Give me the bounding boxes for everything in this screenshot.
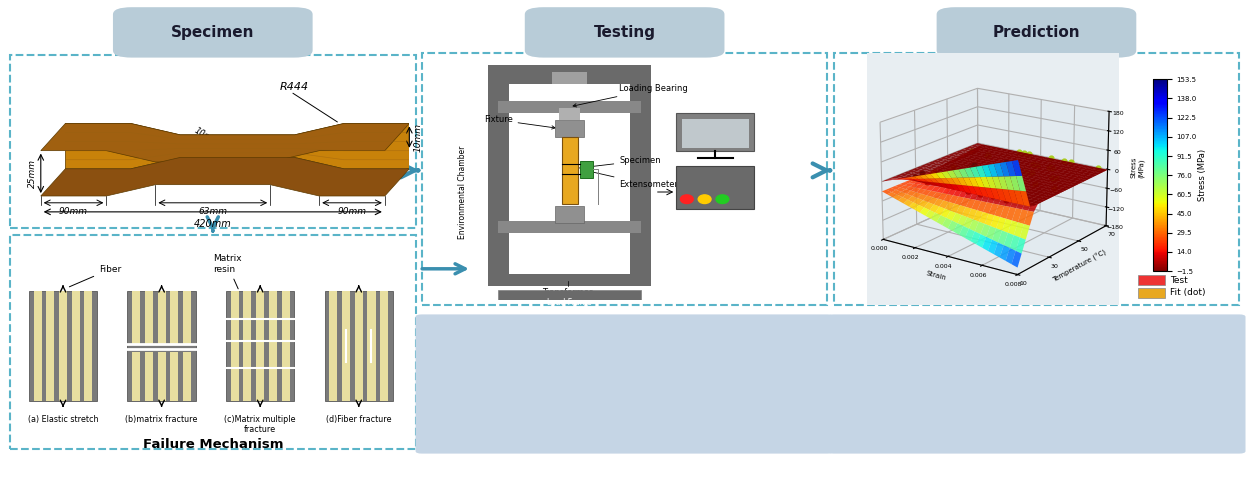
Y-axis label: Temperature (°C): Temperature (°C) bbox=[1052, 249, 1108, 284]
Bar bbox=[552, 72, 588, 84]
Text: 10mm: 10mm bbox=[192, 126, 220, 148]
Bar bbox=[268, 291, 277, 401]
Bar bbox=[498, 221, 640, 233]
Bar bbox=[282, 291, 290, 401]
Bar bbox=[71, 291, 80, 401]
Text: 90mm: 90mm bbox=[337, 207, 367, 216]
Text: R444: R444 bbox=[280, 82, 310, 92]
Bar bbox=[342, 291, 351, 401]
Bar bbox=[132, 291, 140, 344]
Bar bbox=[559, 108, 580, 120]
Bar bbox=[34, 291, 41, 401]
Bar bbox=[488, 65, 651, 84]
Text: Fiber: Fiber bbox=[70, 265, 121, 287]
Text: Load Frame: Load Frame bbox=[547, 298, 592, 307]
Bar bbox=[563, 137, 578, 204]
Text: Prediction: Prediction bbox=[992, 25, 1081, 40]
Text: 25mm: 25mm bbox=[27, 159, 36, 188]
Bar bbox=[46, 291, 55, 401]
FancyBboxPatch shape bbox=[936, 7, 1137, 58]
Bar bbox=[243, 291, 252, 401]
Bar bbox=[329, 291, 337, 401]
Text: Fixture: Fixture bbox=[484, 116, 555, 129]
Text: 90mm: 90mm bbox=[59, 207, 89, 216]
FancyBboxPatch shape bbox=[416, 314, 834, 454]
Bar bbox=[676, 113, 754, 151]
Bar bbox=[183, 351, 191, 401]
FancyBboxPatch shape bbox=[114, 7, 312, 58]
Text: (a) Elastic stretch: (a) Elastic stretch bbox=[27, 415, 99, 424]
Bar bbox=[367, 291, 376, 401]
Text: Specimen: Specimen bbox=[171, 25, 255, 40]
Text: Transformer: Transformer bbox=[543, 288, 593, 297]
Bar bbox=[498, 101, 640, 113]
Circle shape bbox=[716, 195, 729, 204]
Bar bbox=[1138, 276, 1166, 286]
Text: (d)Fiber fracture: (d)Fiber fracture bbox=[326, 415, 392, 424]
Text: 420mm: 420mm bbox=[193, 219, 232, 228]
Text: Results of testing and predicting: Results of testing and predicting bbox=[914, 380, 1159, 393]
Bar bbox=[170, 291, 178, 344]
Bar bbox=[580, 161, 593, 178]
Text: Specimen: Specimen bbox=[563, 156, 661, 171]
Bar bbox=[226, 291, 295, 401]
Bar bbox=[488, 274, 651, 286]
Bar bbox=[231, 291, 238, 401]
Text: Matrix
resin: Matrix resin bbox=[212, 254, 241, 289]
Text: Environmental Chamber: Environmental Chamber bbox=[458, 145, 467, 239]
Bar bbox=[676, 166, 754, 209]
Bar bbox=[381, 291, 388, 401]
Bar bbox=[170, 351, 178, 401]
Text: 10 °C - 70 °C: 10 °C - 70 °C bbox=[570, 393, 679, 408]
Bar bbox=[127, 291, 196, 401]
Text: 10mm: 10mm bbox=[413, 122, 422, 152]
Bar bbox=[132, 351, 140, 401]
Bar bbox=[85, 291, 92, 401]
Text: Fit (dot): Fit (dot) bbox=[1171, 288, 1206, 298]
Bar bbox=[681, 119, 749, 148]
Bar bbox=[555, 120, 584, 137]
Bar bbox=[157, 351, 166, 401]
Bar bbox=[145, 351, 154, 401]
Bar bbox=[59, 291, 67, 401]
Circle shape bbox=[680, 195, 693, 204]
Text: 63mm: 63mm bbox=[198, 207, 227, 216]
Text: Testing: Testing bbox=[594, 25, 655, 40]
Text: Temperature variable level: Temperature variable level bbox=[530, 351, 719, 364]
Text: Failure Mechanism: Failure Mechanism bbox=[142, 437, 283, 451]
Bar bbox=[145, 291, 154, 344]
Bar bbox=[555, 206, 584, 223]
Bar bbox=[256, 291, 265, 401]
Circle shape bbox=[698, 195, 711, 204]
Bar bbox=[324, 291, 393, 401]
Bar bbox=[10, 55, 416, 228]
Bar bbox=[1138, 288, 1166, 298]
Text: Extensometer: Extensometer bbox=[584, 169, 678, 189]
FancyBboxPatch shape bbox=[525, 7, 724, 58]
Text: Loading Bearing: Loading Bearing bbox=[573, 84, 688, 107]
Bar bbox=[183, 291, 191, 344]
Bar bbox=[354, 291, 363, 401]
Bar bbox=[834, 53, 1239, 305]
Polygon shape bbox=[41, 123, 409, 162]
Text: (b)matrix fracture: (b)matrix fracture bbox=[125, 415, 197, 424]
Bar bbox=[422, 53, 827, 305]
Y-axis label: Stress (MPa): Stress (MPa) bbox=[1198, 149, 1207, 201]
Bar bbox=[498, 290, 640, 312]
Polygon shape bbox=[41, 157, 409, 196]
Polygon shape bbox=[65, 123, 409, 169]
Text: Test: Test bbox=[1171, 276, 1188, 285]
Bar bbox=[157, 291, 166, 344]
FancyBboxPatch shape bbox=[827, 314, 1246, 454]
Bar bbox=[10, 235, 416, 449]
Text: (c)Matrix multiple
fracture: (c)Matrix multiple fracture bbox=[225, 415, 296, 434]
X-axis label: Strain: Strain bbox=[926, 271, 947, 282]
Bar bbox=[630, 70, 651, 281]
Bar bbox=[29, 291, 97, 401]
Bar bbox=[488, 70, 509, 281]
